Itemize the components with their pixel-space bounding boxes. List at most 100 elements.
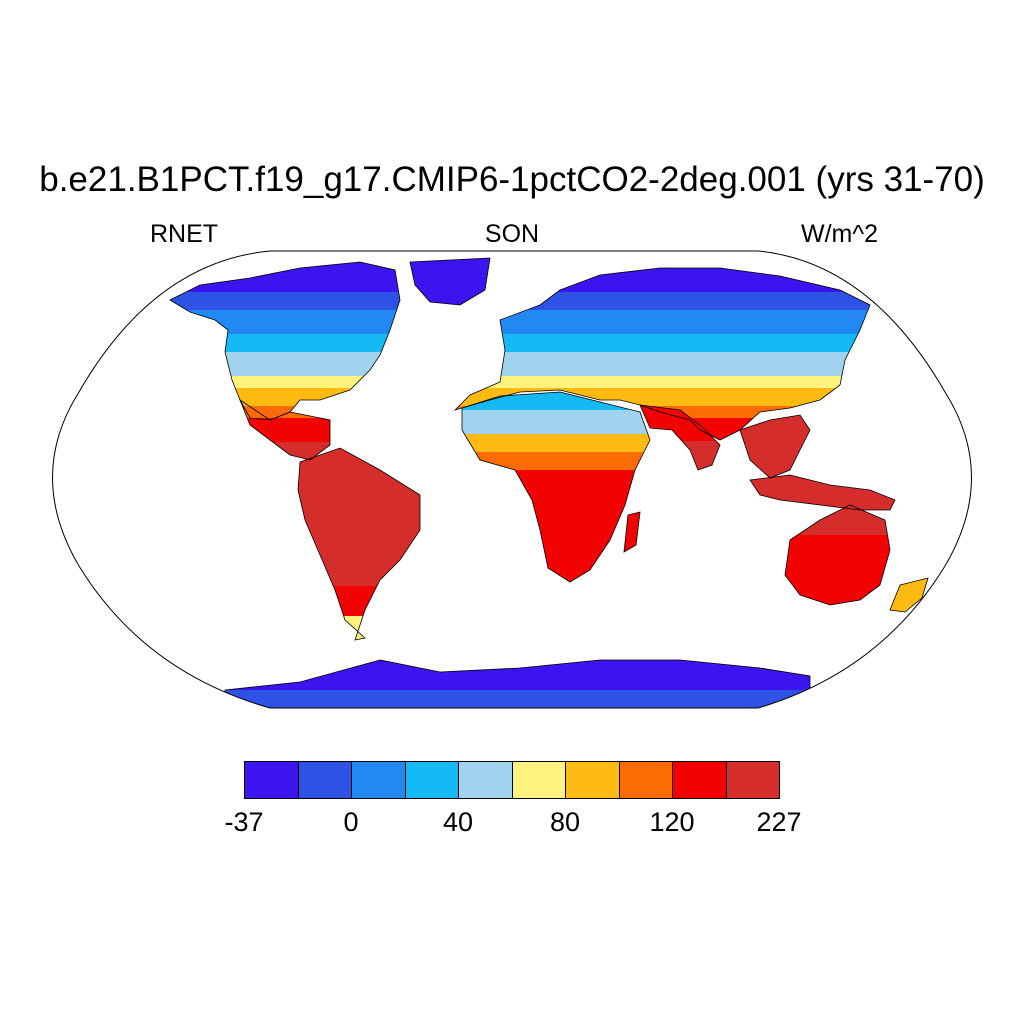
indonesia-band — [750, 493, 895, 500]
south-america-coastline — [297, 447, 421, 641]
south-america-band — [298, 568, 420, 575]
southeast-asia-coastline — [739, 414, 811, 479]
southeast-asia-band — [740, 475, 810, 478]
greenland-band — [410, 264, 490, 271]
arabia-india-band — [640, 429, 720, 436]
africa-band — [462, 440, 650, 447]
africa-band — [462, 506, 650, 513]
north-america-band — [170, 340, 400, 347]
north-america-band — [170, 406, 400, 413]
africa-band — [462, 428, 650, 435]
colorbar-swatch — [297, 761, 352, 799]
south-america-band — [298, 472, 420, 479]
colorbar-tick-label: 227 — [756, 807, 802, 837]
indonesia-band — [750, 481, 895, 488]
season-label: SON — [484, 220, 540, 248]
southeast-asia-band — [740, 445, 810, 452]
indonesia-region — [750, 475, 895, 510]
arabia-india-band — [640, 417, 720, 424]
north-america-band — [170, 280, 400, 287]
north-america-band — [170, 310, 400, 317]
south-america-band — [298, 544, 420, 551]
australia-band — [785, 577, 890, 584]
madagascar-coastline — [623, 511, 641, 553]
south-america-band — [298, 532, 420, 539]
indonesia-band — [750, 475, 895, 482]
africa-band — [462, 512, 650, 519]
europe-asia-band — [455, 358, 870, 365]
colorbar-tick-label: -37 — [224, 807, 264, 837]
australia-band — [785, 547, 890, 554]
africa-coastline — [461, 391, 651, 583]
colorbar-swatch — [351, 761, 406, 799]
greenland-coastline — [409, 257, 491, 306]
europe-asia-band — [455, 400, 870, 407]
north-america-region — [170, 262, 400, 420]
australia-band — [785, 583, 890, 590]
north-america-band — [170, 400, 400, 407]
north-america-band — [170, 388, 400, 395]
central-america-band — [240, 412, 330, 419]
africa-band — [462, 542, 650, 549]
colorbar-swatch — [404, 761, 459, 799]
south-america-band — [298, 496, 420, 503]
antarctica-band — [0, 708, 1024, 715]
australia-band — [785, 511, 890, 518]
southeast-asia-band — [740, 469, 810, 476]
africa-band — [462, 518, 650, 525]
africa-band — [462, 488, 650, 495]
colorbar-swatch — [672, 761, 727, 799]
north-america-band — [170, 334, 400, 341]
south-america-band — [298, 466, 420, 473]
europe-asia-band — [455, 328, 870, 335]
north-america-band — [170, 268, 400, 275]
colorbar-swatch — [725, 761, 780, 799]
southeast-asia-band — [740, 463, 810, 470]
australia-band — [785, 517, 890, 524]
colorbar-tick-label: 120 — [649, 807, 695, 837]
southeast-asia-band — [740, 457, 810, 464]
southeast-asia-band — [740, 421, 810, 428]
central-america-band — [240, 436, 330, 443]
antarctica-band — [220, 684, 810, 691]
arabia-india-band — [640, 423, 720, 430]
south-america-band — [298, 598, 420, 605]
europe-asia-band — [455, 322, 870, 329]
australia-band — [785, 541, 890, 548]
central-america-band — [240, 418, 330, 425]
south-america-band — [298, 502, 420, 509]
south-america-band — [298, 622, 420, 629]
coastline-layer — [169, 257, 929, 708]
africa-band — [462, 416, 650, 423]
europe-asia-band — [455, 340, 870, 347]
europe-asia-band — [455, 310, 870, 317]
north-america-band — [170, 364, 400, 371]
greenland-band — [410, 300, 490, 305]
africa-band — [462, 458, 650, 465]
south-america-band — [298, 520, 420, 527]
indonesia-band — [750, 499, 895, 506]
north-america-band — [170, 346, 400, 353]
north-america-band — [170, 286, 400, 293]
australia-band — [785, 571, 890, 578]
europe-asia-band — [455, 334, 870, 341]
north-america-band — [170, 376, 400, 383]
africa-band — [462, 452, 650, 459]
europe-asia-band — [455, 370, 870, 377]
africa-band — [462, 560, 650, 567]
greenland-band — [410, 270, 490, 277]
madagascar-band — [624, 536, 640, 543]
greenland-band — [410, 282, 490, 289]
south-america-band — [298, 634, 420, 640]
colorbar-tick-label: 80 — [549, 807, 581, 837]
europe-asia-band — [455, 268, 870, 275]
europe-asia-band — [455, 346, 870, 353]
africa-band — [462, 500, 650, 507]
south-america-band — [298, 550, 420, 557]
antarctica-coastline — [219, 659, 811, 708]
australia-band — [785, 589, 890, 596]
europe-asia-band — [455, 280, 870, 287]
south-america-band — [298, 538, 420, 545]
colorbar-swatch — [511, 761, 566, 799]
australia-band — [785, 559, 890, 566]
